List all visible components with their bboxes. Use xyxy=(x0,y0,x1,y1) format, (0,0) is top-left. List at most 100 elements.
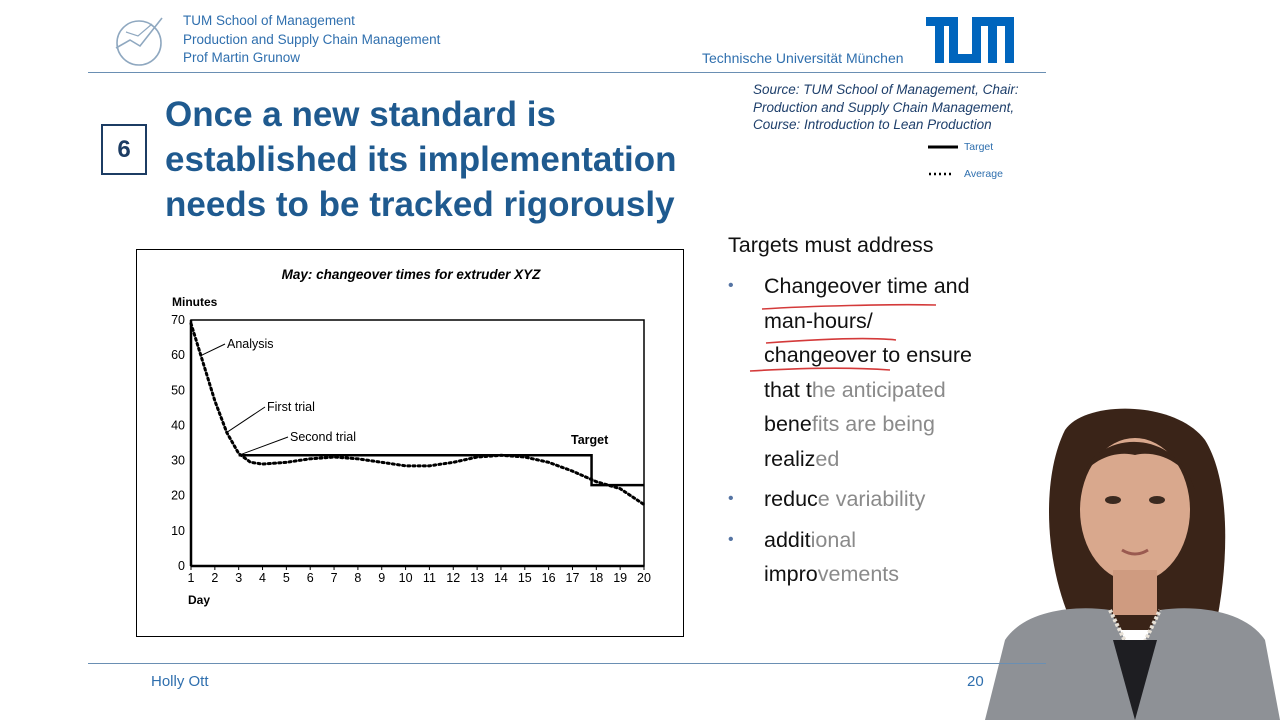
x-tick-label: 1 xyxy=(188,571,195,585)
chart-annotation: Target xyxy=(571,433,609,447)
legend-average-label: Average xyxy=(964,168,1003,180)
x-tick-label: 18 xyxy=(589,571,603,585)
page-number: 20 xyxy=(967,673,984,690)
bullet-dot-icon: • xyxy=(728,490,734,507)
target-bullet: • additional improvements xyxy=(728,523,899,592)
chart-title: May: changeover times for extruder XYZ xyxy=(282,267,542,282)
x-tick-label: 8 xyxy=(354,571,361,585)
y-axis-label: Minutes xyxy=(172,295,218,309)
school-line: Production and Supply Chain Management xyxy=(183,31,441,47)
series-line-target xyxy=(238,454,644,487)
y-tick-label: 20 xyxy=(171,489,185,503)
y-tick-label: 60 xyxy=(171,348,185,362)
legend-target-swatch xyxy=(928,145,958,149)
source-line: Course: Introduction to Lean Production xyxy=(753,117,992,132)
footer-divider xyxy=(88,663,1046,664)
bullet-line: realized xyxy=(764,442,972,477)
school-line: TUM School of Management xyxy=(183,13,355,28)
chart-annotation: First trial xyxy=(267,400,315,414)
presenter-video xyxy=(985,400,1280,720)
source-line: Source: TUM School of Management, Chair: xyxy=(753,82,1019,97)
bullet-dot-icon: • xyxy=(728,530,734,548)
bullet-text: ional xyxy=(810,527,857,552)
chart-annotation: Second trial xyxy=(290,430,356,444)
x-tick-label: 6 xyxy=(307,571,314,585)
bullet-text: Changeover time and xyxy=(764,274,970,298)
changeover-chart: May: changeover times for extruder XYZ M… xyxy=(136,249,684,637)
pen-annotations xyxy=(749,303,937,372)
x-tick-label: 13 xyxy=(470,571,484,585)
bullet-line: reduce variability xyxy=(764,482,925,517)
pen-underline xyxy=(749,367,891,372)
school-line: Prof Martin Grunow xyxy=(183,50,301,65)
bullet-text: ed xyxy=(815,446,840,471)
x-tick-label: 9 xyxy=(378,571,385,585)
series-line-average xyxy=(189,322,646,506)
title-line: needs to be tracked rigorously xyxy=(165,185,675,224)
x-axis-label: Day xyxy=(188,593,210,607)
y-tick-label: 50 xyxy=(171,383,185,397)
chair-logo xyxy=(112,12,170,68)
slide-title: Once a new standard is established its i… xyxy=(165,92,765,227)
slide-number-box: 6 xyxy=(101,124,147,175)
legend-average-swatch xyxy=(929,172,954,176)
targets-heading: Targets must address xyxy=(728,233,934,257)
bullet-dot-icon: • xyxy=(728,277,734,294)
annotation-leader xyxy=(238,436,289,456)
bullet-text: that t xyxy=(764,377,812,402)
y-tick-label: 70 xyxy=(171,313,185,327)
bullet-line: additional xyxy=(764,523,899,558)
target-bullet: • reduce variability xyxy=(728,482,925,517)
annotation-leader xyxy=(226,406,266,433)
bullet-line: improvements xyxy=(764,557,899,592)
x-tick-label: 12 xyxy=(446,571,460,585)
bullet-text: he anticipated xyxy=(811,377,946,402)
bullet-text: fits are being xyxy=(811,412,935,436)
x-tick-label: 10 xyxy=(399,571,413,585)
x-tick-label: 14 xyxy=(494,571,508,585)
title-line: established its implementation xyxy=(165,140,677,179)
x-tick-label: 3 xyxy=(235,571,242,585)
source-line: Production and Supply Chain Management, xyxy=(753,99,1015,115)
x-tick-label: 16 xyxy=(542,571,556,585)
bullet-line: that the anticipated xyxy=(764,373,972,408)
chart-svg: May: changeover times for extruder XYZ M… xyxy=(171,267,651,607)
pen-underline xyxy=(761,303,937,310)
bullet-text: changeover to ensure xyxy=(764,343,972,367)
source-note: Source: TUM School of Management, Chair:… xyxy=(753,81,1019,134)
bullet-text: bene xyxy=(764,412,812,436)
x-tick-label: 15 xyxy=(518,571,532,585)
x-tick-label: 17 xyxy=(566,571,580,585)
y-tick-label: 40 xyxy=(171,418,185,432)
y-tick-label: 30 xyxy=(171,454,185,468)
header-divider xyxy=(88,72,1046,73)
bullet-text: realiz xyxy=(764,446,816,471)
bullet-text: man-hours/ xyxy=(764,308,873,333)
bullet-text: reduc xyxy=(764,487,818,511)
x-tick-label: 5 xyxy=(283,571,290,585)
chart-legend: Target Average xyxy=(928,140,1038,182)
bullet-text: vements xyxy=(817,562,900,586)
title-line: Once a new standard is xyxy=(165,95,556,134)
bullet-line: man-hours/ xyxy=(764,304,972,339)
bullet-text: e variability xyxy=(817,487,926,511)
chart-annotation: Analysis xyxy=(227,337,274,351)
tum-logo xyxy=(926,17,1014,63)
university-name: Technische Universität München xyxy=(702,50,904,66)
x-tick-label: 11 xyxy=(423,571,436,585)
x-tick-label: 7 xyxy=(331,571,338,585)
legend-target-label: Target xyxy=(964,141,994,153)
x-tick-label: 4 xyxy=(259,571,266,585)
x-tick-label: 2 xyxy=(211,571,218,585)
bullet-line: changeover to ensure xyxy=(764,338,972,373)
y-tick-label: 0 xyxy=(178,559,185,573)
presenter-name: Holly Ott xyxy=(151,673,209,690)
pen-underline xyxy=(765,337,897,344)
target-bullet: • Changeover time and man-hours/changeover… xyxy=(728,269,972,477)
y-tick-label: 10 xyxy=(171,524,185,538)
bullet-line: benefits are being xyxy=(764,407,972,442)
x-tick-label: 19 xyxy=(613,571,627,585)
school-info: TUM School of Management Production and … xyxy=(183,12,440,68)
x-tick-label: 20 xyxy=(637,571,651,585)
bullet-line: Changeover time and xyxy=(764,269,972,304)
